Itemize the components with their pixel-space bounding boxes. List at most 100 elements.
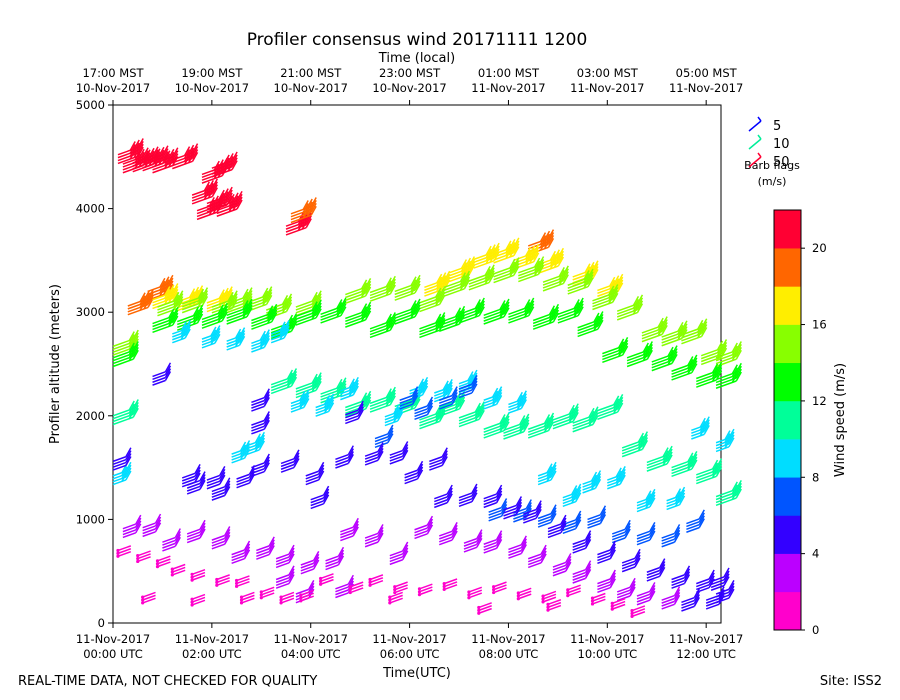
- wind-barb: [483, 386, 503, 410]
- x-tick-date: 11-Nov-2017: [175, 632, 249, 646]
- wind-barb: [251, 453, 270, 478]
- wind-barb: [715, 341, 742, 368]
- colorbar-tick-label: 4: [812, 547, 819, 561]
- wind-barb: [592, 284, 619, 311]
- wind-barb: [567, 268, 594, 295]
- wind-barb: [142, 145, 169, 172]
- wind-barb: [211, 151, 238, 178]
- wind-barb: [112, 447, 132, 471]
- colorbar-segment: [774, 324, 801, 364]
- y-axis: 0 1000 2000 3000 4000 5000: [76, 98, 113, 630]
- wind-barb: [552, 553, 572, 577]
- wind-barb: [345, 277, 372, 304]
- wind-barb: [473, 242, 500, 269]
- wind-barb: [434, 379, 453, 403]
- wind-barb: [315, 393, 335, 417]
- x-axis-label: Time(UTC): [382, 666, 451, 681]
- wind-barb: [206, 466, 226, 490]
- wind-barb: [686, 509, 705, 533]
- wind-barb: [438, 521, 458, 546]
- legend-entry-label: 5: [773, 119, 781, 134]
- wind-barb: [488, 498, 508, 522]
- x-tick-date: 11-Nov-2017: [471, 632, 545, 646]
- top-tick-date: 10-Nov-2017: [175, 81, 249, 95]
- wind-barb: [483, 298, 510, 325]
- y-tick-label: 4000: [76, 202, 105, 216]
- wind-barb: [636, 582, 656, 606]
- colorbar-tick-label: 12: [812, 394, 827, 408]
- wind-barb: [572, 406, 599, 433]
- wind-barb: [651, 345, 678, 372]
- wind-barb: [414, 396, 434, 421]
- wind-barb: [251, 303, 278, 330]
- wind-barb: [607, 466, 626, 490]
- wind-barb: [483, 530, 503, 554]
- wind-barb: [546, 599, 562, 612]
- wind-barb: [414, 515, 434, 540]
- wind-barb: [234, 575, 250, 588]
- wind-barb: [547, 514, 567, 539]
- wind-barb: [172, 143, 199, 170]
- top-x-axis-label: Time (local): [378, 51, 455, 66]
- wind-barb: [394, 298, 421, 325]
- wind-barb: [190, 568, 206, 582]
- wind-barb: [611, 519, 631, 544]
- wind-barb: [384, 402, 404, 427]
- wind-barb: [532, 303, 560, 330]
- wind-barb: [636, 521, 656, 546]
- y-tick-label: 5000: [76, 98, 105, 112]
- wind-barb: [616, 294, 644, 321]
- wind-barb: [117, 138, 144, 165]
- wind-barb: [364, 442, 384, 466]
- top-tick-time: 17:00 MST: [82, 66, 144, 80]
- colorbar-segment: [774, 362, 801, 402]
- wind-barb: [162, 528, 181, 552]
- legend-entry: 5: [748, 116, 781, 134]
- x-tick-date: 11-Nov-2017: [76, 632, 150, 646]
- wind-barb: [537, 461, 557, 486]
- wind-barb: [621, 548, 641, 573]
- wind-barb: [136, 550, 151, 564]
- wind-barb: [671, 450, 698, 478]
- wind-barb: [116, 545, 132, 558]
- barb-legend: Barb flags (m/s) 5 10 50: [744, 116, 800, 188]
- wind-barb: [152, 306, 179, 334]
- wind-barb: [696, 361, 723, 388]
- wind-barb: [597, 540, 616, 565]
- wind-barb: [246, 286, 273, 313]
- wind-barb: [537, 504, 557, 528]
- colorbar-segment: [774, 400, 801, 440]
- wind-barb: [389, 441, 409, 465]
- wind-barb: [170, 563, 186, 577]
- wind-barb: [503, 413, 530, 440]
- wind-barb: [671, 354, 698, 381]
- wind-barb: [270, 319, 290, 344]
- top-tick-date: 10-Nov-2017: [76, 81, 150, 95]
- x-tick-time: 08:00 UTC: [479, 647, 539, 661]
- wind-barb: [705, 586, 725, 610]
- x-tick-date: 11-Nov-2017: [669, 632, 743, 646]
- wind-barb: [368, 574, 384, 587]
- wind-barb: [388, 591, 403, 605]
- wind-barb: [319, 573, 334, 586]
- top-tick-date: 10-Nov-2017: [274, 81, 348, 95]
- chart-title: Profiler consensus wind 20171111 1200: [247, 30, 588, 50]
- wind-barb: [172, 319, 191, 344]
- wind-barb: [646, 558, 666, 582]
- legend-entry-label: 10: [773, 137, 790, 152]
- wind-barb: [477, 602, 492, 615]
- wind-barb: [389, 541, 409, 566]
- wind-barb: [300, 550, 320, 575]
- wind-barb: [142, 513, 162, 538]
- wind-barb: [122, 514, 142, 539]
- legend-title-line1: Barb flags: [744, 159, 800, 172]
- wind-barb: [181, 463, 201, 488]
- wind-barb: [211, 526, 231, 550]
- wind-barb: [226, 327, 246, 351]
- x-tick-date: 11-Nov-2017: [372, 632, 446, 646]
- wind-barb: [186, 519, 206, 544]
- wind-barb: [715, 428, 735, 453]
- wind-barb: [442, 578, 458, 592]
- top-tick-time: 19:00 MST: [181, 66, 243, 80]
